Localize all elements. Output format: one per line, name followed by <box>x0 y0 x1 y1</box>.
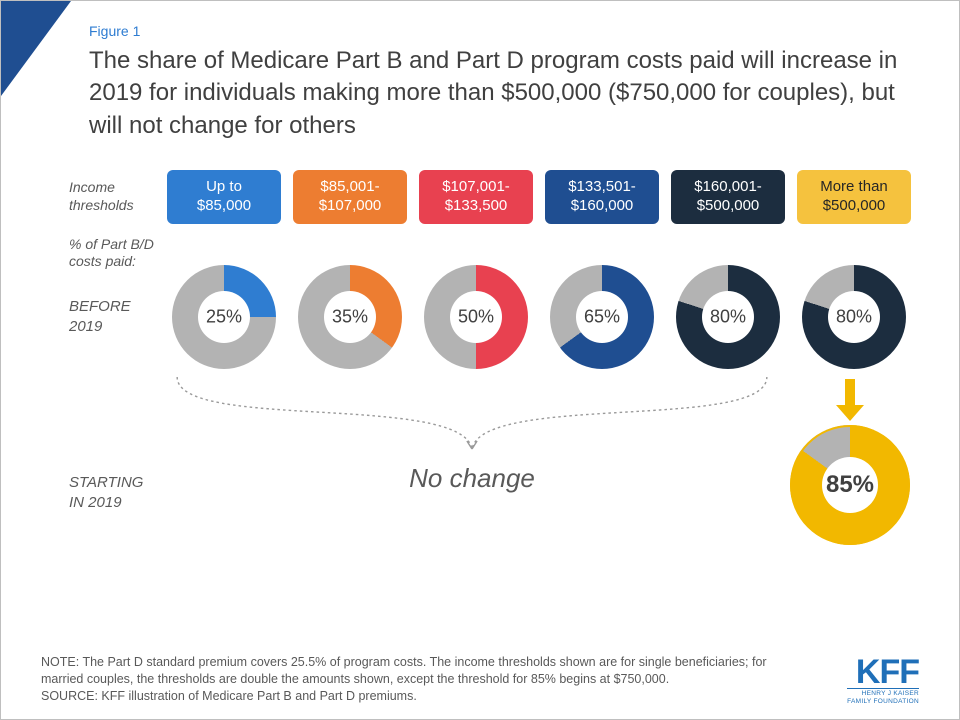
kff-logo: KFF HENRY J KAISER FAMILY FOUNDATION <box>847 657 919 705</box>
arrow-down-icon <box>841 379 859 421</box>
donut-after-wrap: 85% <box>790 425 910 545</box>
donut-after-label: 85% <box>826 471 874 499</box>
donut-before: 80% <box>676 265 780 369</box>
donut-before: 50% <box>424 265 528 369</box>
thresholds-label: Income thresholds <box>69 179 155 214</box>
threshold-pill: $85,001-$107,000 <box>293 170 407 224</box>
donut-after: 85% <box>790 425 910 545</box>
donut-before-wrap: 80% <box>671 265 785 369</box>
donut-before-wrap: 50% <box>419 265 533 369</box>
figure-label: Figure 1 <box>89 23 911 39</box>
donut-before-wrap: 25% <box>167 265 281 369</box>
donut-before-label: 80% <box>836 306 872 327</box>
donut-before-wrap: 35% <box>293 265 407 369</box>
header: Figure 1 The share of Medicare Part B an… <box>1 1 959 152</box>
donut-before-label: 50% <box>458 306 494 327</box>
figure-title: The share of Medicare Part B and Part D … <box>89 45 911 142</box>
donut-before-label: 35% <box>332 306 368 327</box>
threshold-pill: More than$500,000 <box>797 170 911 224</box>
footer: NOTE: The Part D standard premium covers… <box>41 654 919 705</box>
threshold-pill: $133,501-$160,000 <box>545 170 659 224</box>
donut-before-label: 25% <box>206 306 242 327</box>
before-label: BEFORE 2019 <box>69 297 155 336</box>
threshold-pill: $160,001-$500,000 <box>671 170 785 224</box>
starting-column: 85% <box>789 375 911 545</box>
corner-triangle <box>1 1 71 96</box>
donut-before-label: 65% <box>584 306 620 327</box>
row-thresholds: Income thresholds Up to$85,000$85,001-$1… <box>69 170 911 224</box>
donut-before: 65% <box>550 265 654 369</box>
brace-area: No change <box>167 375 777 545</box>
donut-before: 25% <box>172 265 276 369</box>
starting-label: STARTING IN 2019 <box>69 473 155 512</box>
kff-logo-sub2: FAMILY FOUNDATION <box>847 697 919 705</box>
no-change-label: No change <box>167 463 777 494</box>
costs-paid-label: % of Part B/D costs paid: <box>69 236 155 271</box>
donut-before: 35% <box>298 265 402 369</box>
curly-brace <box>167 371 777 461</box>
donut-before: 80% <box>802 265 906 369</box>
threshold-pill: $107,001-$133,500 <box>419 170 533 224</box>
donut-before-wrap: 65% <box>545 265 659 369</box>
kff-logo-text: KFF <box>847 657 919 688</box>
threshold-pill: Up to$85,000 <box>167 170 281 224</box>
donut-before-wrap: 80% <box>797 265 911 369</box>
lower-section: No change 85% <box>69 375 911 545</box>
row-donuts-before: BEFORE 2019 25% 35% 50% 65% 80% 80% <box>69 265 911 369</box>
footnote-source: SOURCE: KFF illustration of Medicare Par… <box>41 688 801 705</box>
footnote-note: NOTE: The Part D standard premium covers… <box>41 654 801 688</box>
donut-before-label: 80% <box>710 306 746 327</box>
